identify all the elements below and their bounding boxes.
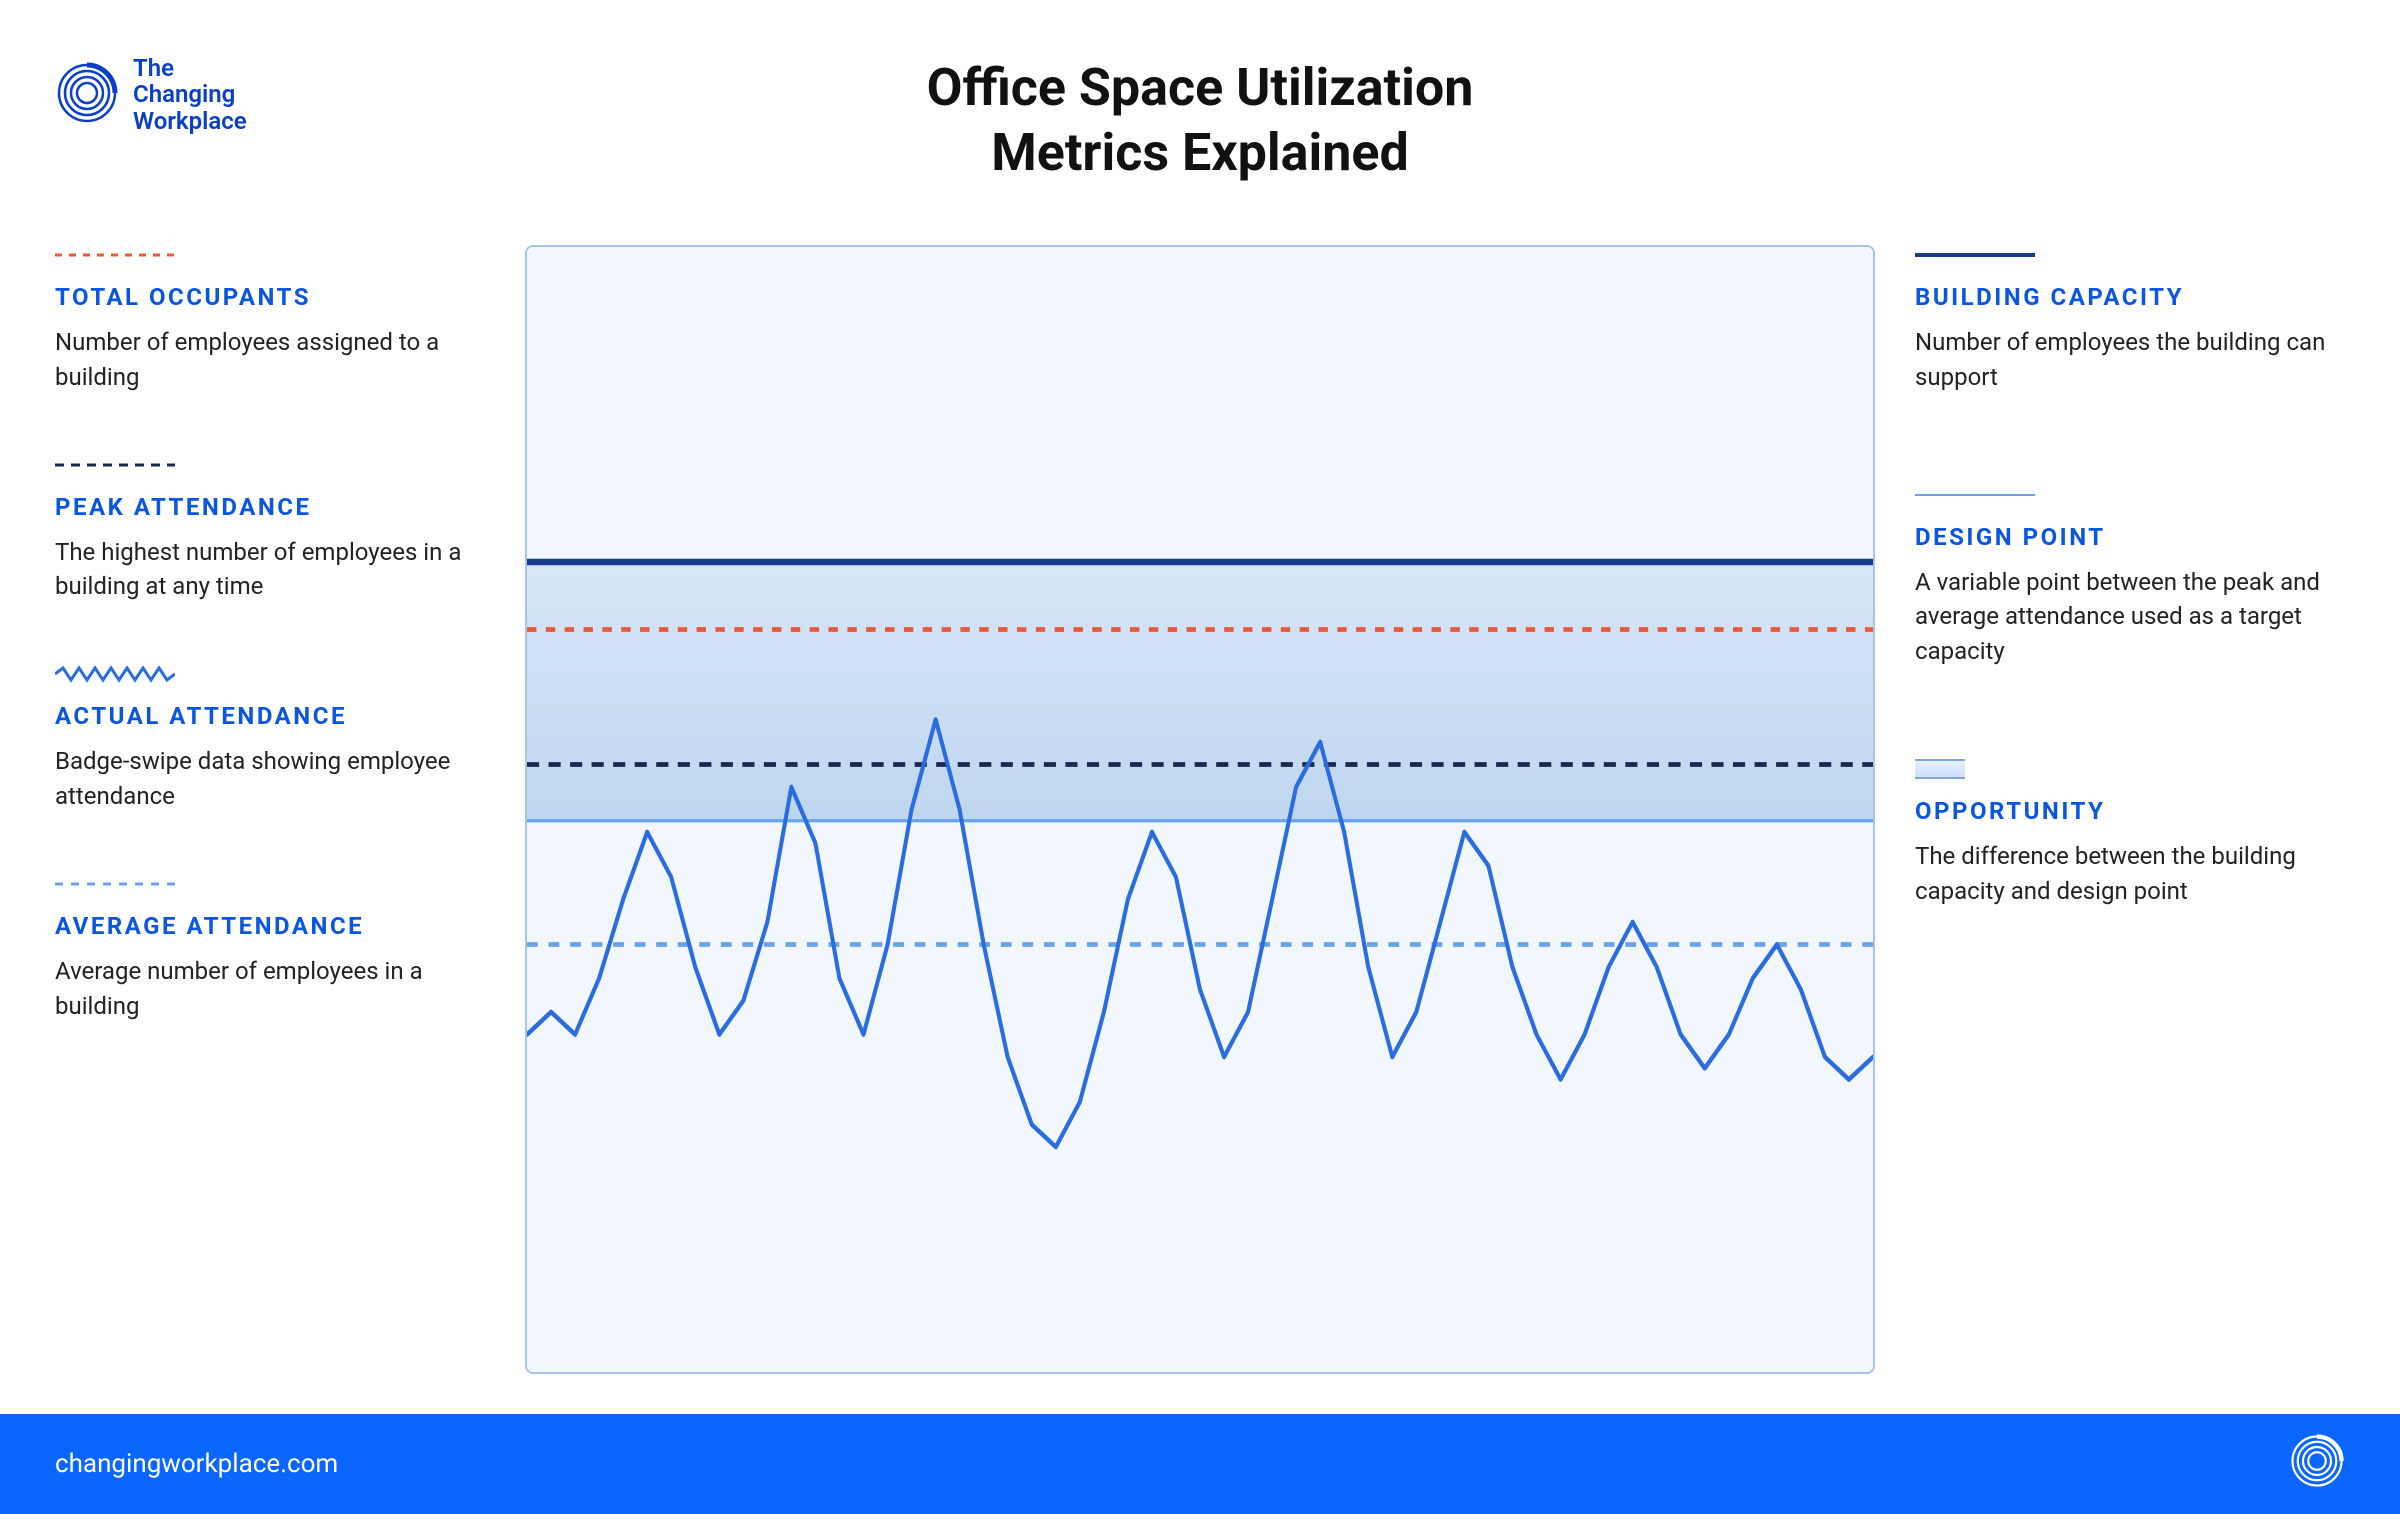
legend-desc: A variable point between the peak and av…: [1915, 565, 2345, 669]
legend-title: OPPORTUNITY: [1915, 797, 2345, 825]
legend-swatch: [55, 664, 175, 684]
legend-desc: Badge-swipe data showing employee attend…: [55, 744, 485, 814]
legend-item-actual_attendance: ACTUAL ATTENDANCE Badge-swipe data showi…: [55, 664, 485, 814]
legend-title: BUILDING CAPACITY: [1915, 283, 2345, 311]
left-legend-column: TOTAL OCCUPANTS Number of employees assi…: [55, 245, 485, 1374]
legend-desc: The highest number of employees in a bui…: [55, 535, 485, 605]
legend-title: DESIGN POINT: [1915, 523, 2345, 551]
legend-swatch: [1915, 759, 2035, 779]
legend-swatch: [55, 874, 175, 894]
title-line-2: Metrics Explained: [991, 122, 1409, 183]
brand-text: The Changing Workplace: [133, 55, 247, 134]
legend-desc: The difference between the building capa…: [1915, 839, 2345, 909]
legend-title: ACTUAL ATTENDANCE: [55, 702, 485, 730]
utilization-chart: [527, 247, 1873, 1372]
legend-title: TOTAL OCCUPANTS: [55, 283, 485, 311]
chart-frame: [525, 245, 1875, 1374]
legend-item-opportunity: OPPORTUNITY The difference between the b…: [1915, 759, 2345, 909]
spiral-icon: [55, 61, 119, 129]
footer-spiral-icon: [2289, 1433, 2345, 1496]
legend-swatch: [55, 455, 175, 475]
brand-line-1: The: [133, 55, 247, 81]
right-legend-column: BUILDING CAPACITY Number of employees th…: [1915, 245, 2345, 1374]
legend-item-design_point: DESIGN POINT A variable point between th…: [1915, 485, 2345, 669]
legend-desc: Number of employees the building can sup…: [1915, 325, 2345, 395]
opportunity-band: [527, 562, 1873, 821]
legend-desc: Average number of employees in a buildin…: [55, 954, 485, 1024]
brand-line-2: Changing: [133, 81, 247, 107]
legend-swatch: [1915, 485, 2035, 505]
legend-desc: Number of employees assigned to a buildi…: [55, 325, 485, 395]
legend-title: AVERAGE ATTENDANCE: [55, 912, 485, 940]
brand-line-3: Workplace: [133, 108, 247, 134]
legend-item-building_capacity: BUILDING CAPACITY Number of employees th…: [1915, 245, 2345, 395]
legend-item-average_attendance: AVERAGE ATTENDANCE Average number of emp…: [55, 874, 485, 1024]
footer-url: changingworkplace.com: [55, 1449, 338, 1479]
footer-bar: changingworkplace.com: [0, 1414, 2400, 1514]
main-container: The Changing Workplace Office Space Util…: [0, 0, 2400, 1414]
brand-logo: The Changing Workplace: [55, 55, 247, 134]
legend-item-total_occupants: TOTAL OCCUPANTS Number of employees assi…: [55, 245, 485, 395]
legend-title: PEAK ATTENDANCE: [55, 493, 485, 521]
main-row: TOTAL OCCUPANTS Number of employees assi…: [55, 245, 2345, 1374]
page-title: Office Space Utilization Metrics Explain…: [55, 55, 2345, 185]
legend-swatch: [55, 245, 175, 265]
legend-item-peak_attendance: PEAK ATTENDANCE The highest number of em…: [55, 455, 485, 605]
title-line-1: Office Space Utilization: [927, 57, 1474, 118]
legend-swatch: [1915, 245, 2035, 265]
chart-column: [525, 245, 1875, 1374]
